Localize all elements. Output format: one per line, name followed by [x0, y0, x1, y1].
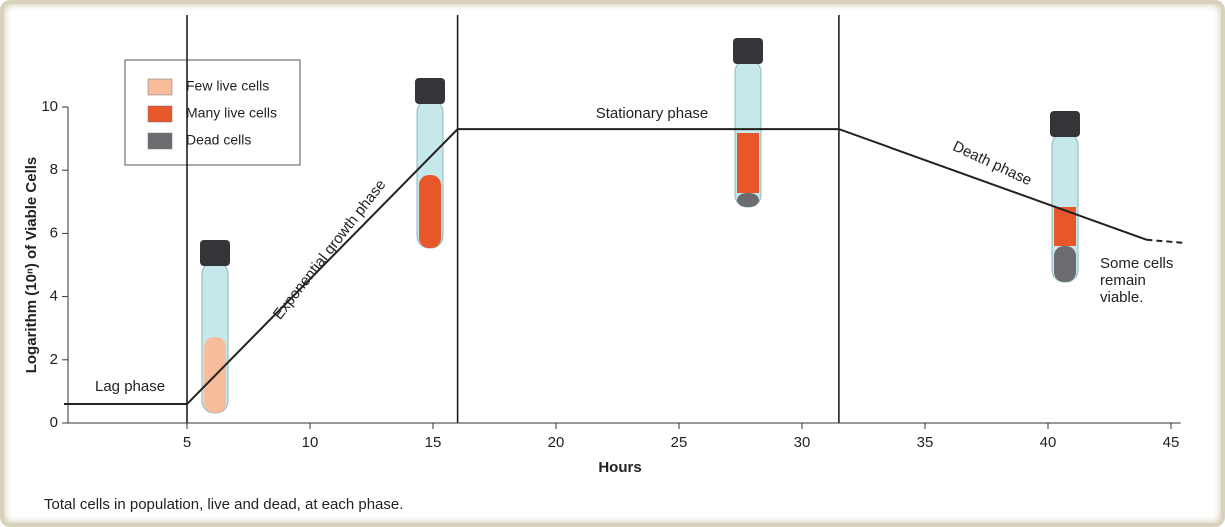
x-tick-label: 20: [548, 434, 565, 451]
legend-swatch: [148, 133, 172, 149]
x-tick-label: 30: [794, 434, 811, 451]
tube-content: [1054, 246, 1076, 282]
tube-cap: [415, 78, 445, 104]
legend-label: Few live cells: [186, 78, 269, 94]
caption: Total cells in population, live and dead…: [44, 496, 403, 513]
legend-label: Dead cells: [186, 132, 251, 148]
legend-swatch: [148, 79, 172, 95]
annotation: Some cells: [1100, 255, 1173, 272]
x-tick-label: 40: [1040, 434, 1057, 451]
tube-content: [419, 175, 441, 248]
y-tick-label: 4: [50, 288, 58, 305]
tube-cap: [733, 38, 763, 64]
y-axis-title: Logarithm (10ⁿ) of Viable Cells: [23, 157, 40, 374]
annotation: Death phase: [950, 138, 1034, 189]
tube-cap: [200, 240, 230, 266]
chart: Lag phase Exponential growth phase Stati…: [0, 0, 1225, 527]
tube-cap: [1050, 111, 1080, 137]
y-tick-label: 0: [50, 414, 58, 431]
legend-swatch: [148, 106, 172, 122]
growth-curve: [1146, 240, 1183, 243]
annotation: viable.: [1100, 289, 1143, 306]
tubes: [200, 38, 1080, 413]
x-tick-label: 35: [917, 434, 934, 451]
x-tick-label: 45: [1163, 434, 1180, 451]
legend-label: Many live cells: [186, 105, 277, 121]
annotation: Lag phase: [95, 378, 165, 395]
tube-content: [737, 193, 759, 207]
growth-curve: [64, 129, 1146, 404]
y-tick-label: 8: [50, 161, 58, 178]
x-tick-label: 15: [425, 434, 442, 451]
y-tick-label: 10: [41, 98, 58, 115]
page: {"chart_data": { "type": "line", "x_labe…: [0, 0, 1225, 527]
x-tick-label: 25: [671, 434, 688, 451]
x-tick-label: 5: [183, 434, 191, 451]
tube-content: [737, 133, 759, 193]
annotation: remain: [1100, 272, 1146, 289]
y-tick-label: 2: [50, 351, 58, 368]
x-axis-title: Hours: [598, 459, 641, 476]
y-tick-label: 6: [50, 224, 58, 241]
x-tick-label: 10: [302, 434, 319, 451]
annotation: Stationary phase: [596, 105, 709, 122]
